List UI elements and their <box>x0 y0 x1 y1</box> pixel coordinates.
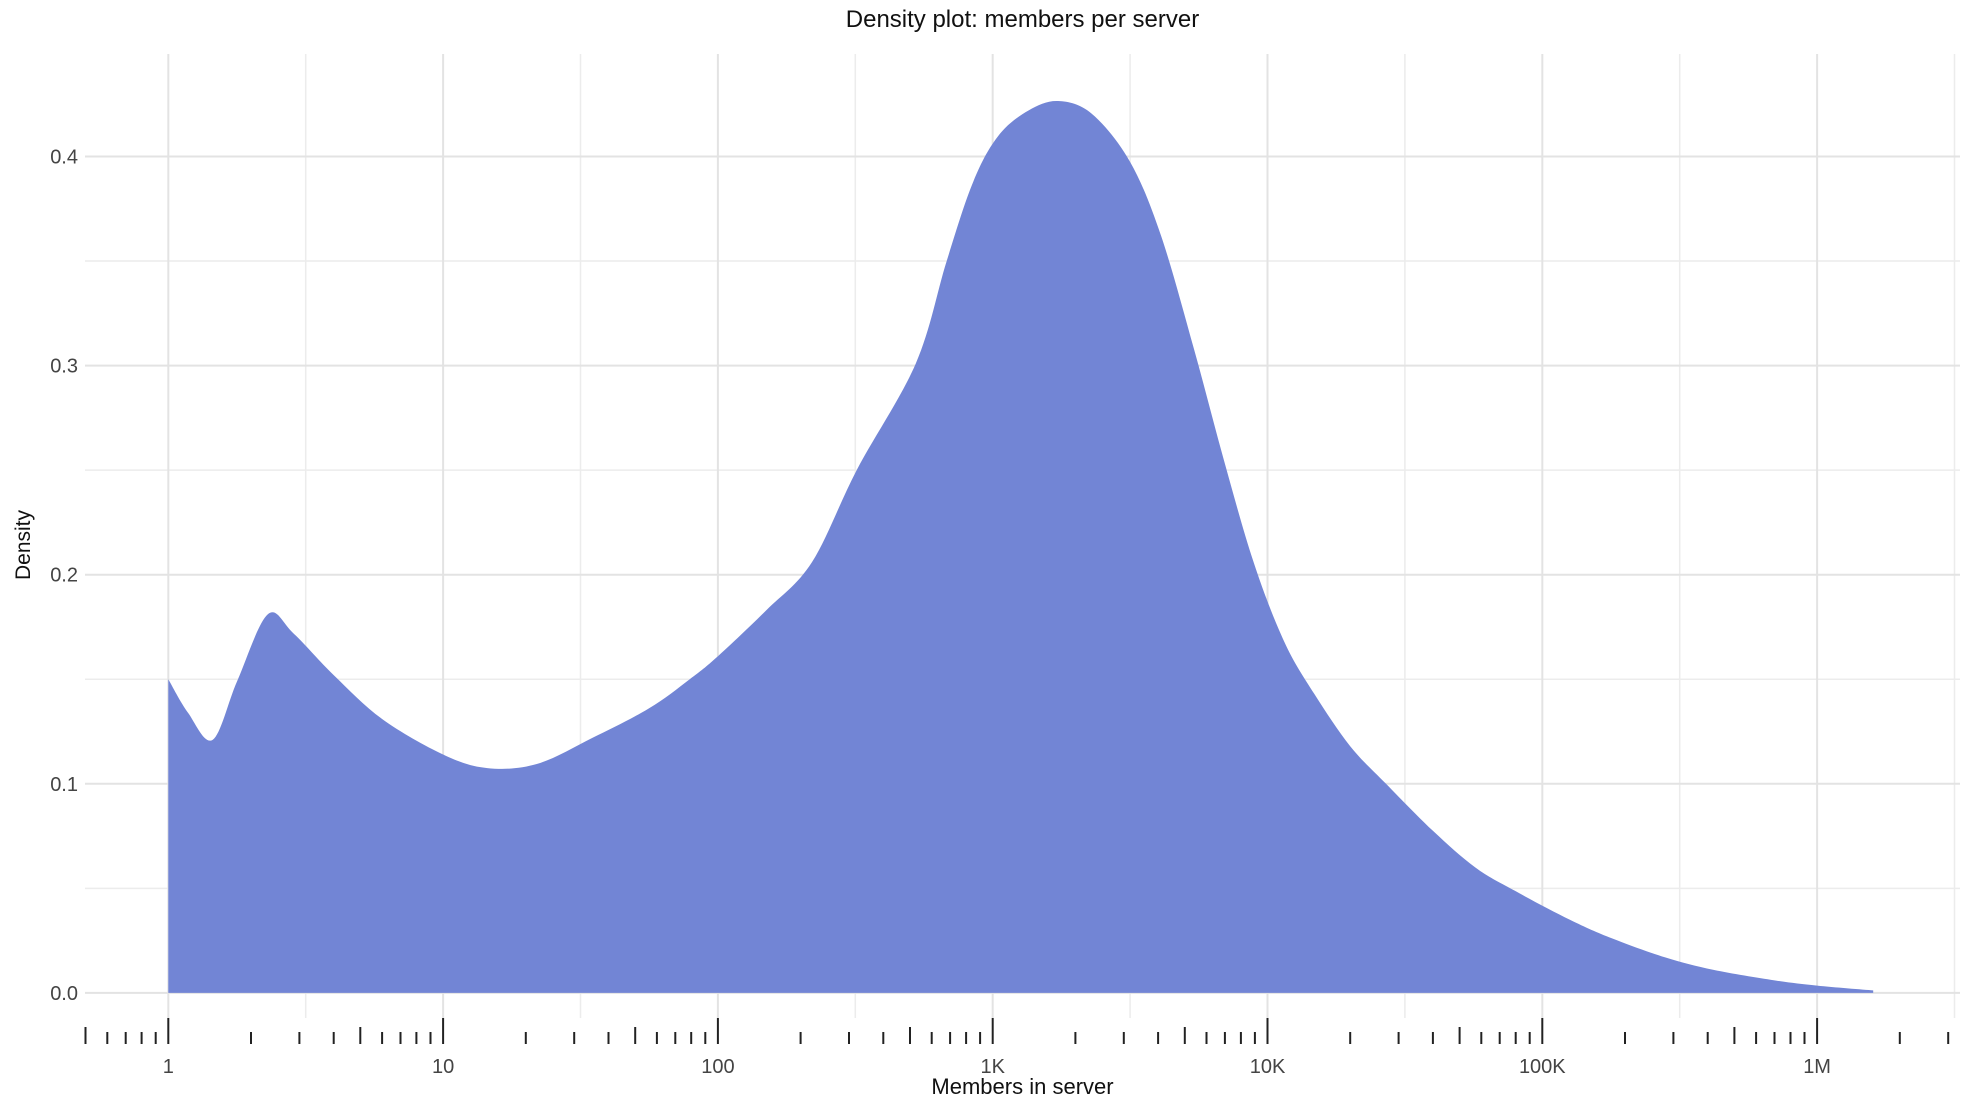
y-axis-title: Density <box>12 509 35 581</box>
density-area <box>168 100 1874 993</box>
svg-text:0.1: 0.1 <box>50 774 78 796</box>
svg-text:0.0: 0.0 <box>50 983 78 1005</box>
svg-text:1M: 1M <box>1803 1056 1831 1078</box>
x-axis-title: Members in server <box>931 1074 1114 1099</box>
y-tick-labels: 0.0 0.1 0.2 0.3 0.4 <box>50 147 78 1005</box>
chart-title: Density plot: members per server <box>845 6 1200 33</box>
svg-text:1K: 1K <box>980 1056 1005 1078</box>
svg-text:1: 1 <box>163 1056 174 1078</box>
x-axis-ticks <box>84 1018 1950 1044</box>
svg-text:10K: 10K <box>1250 1056 1286 1078</box>
svg-text:100K: 100K <box>1519 1056 1566 1078</box>
svg-text:10: 10 <box>432 1056 454 1078</box>
x-tick-labels: 1 10 100 1K 10K 100K 1M <box>163 1056 1831 1078</box>
svg-text:0.3: 0.3 <box>50 356 78 378</box>
svg-text:0.4: 0.4 <box>50 147 78 169</box>
svg-text:100: 100 <box>701 1056 734 1078</box>
svg-text:0.2: 0.2 <box>50 565 78 587</box>
